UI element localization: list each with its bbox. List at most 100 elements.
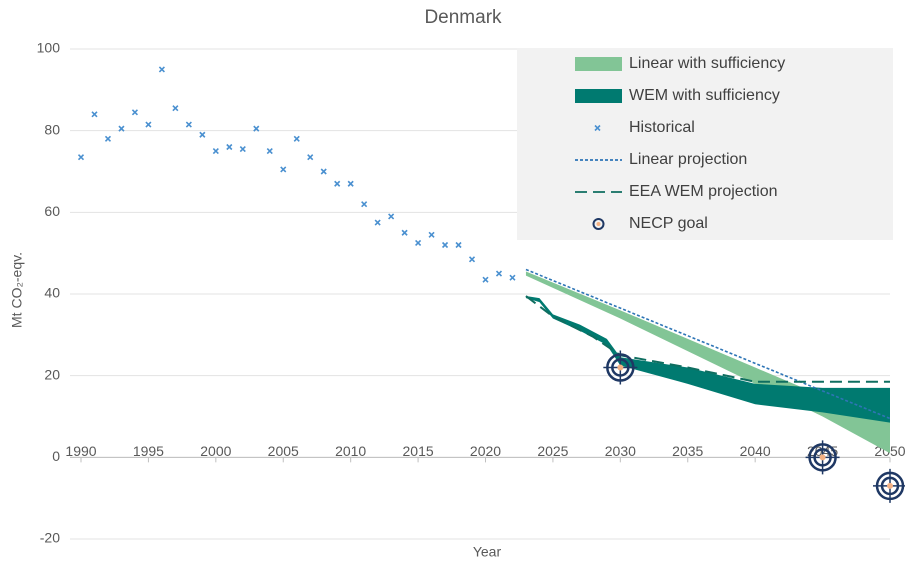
cross-marker	[307, 154, 314, 161]
y-tick-label: 80	[44, 121, 60, 137]
data-point	[320, 168, 327, 175]
legend-label: EEA WEM projection	[629, 183, 778, 200]
legend-box	[517, 48, 893, 240]
y-axis-label: Mt CO₂-eqv.	[9, 252, 25, 328]
goal-center	[819, 454, 826, 461]
chart-title: Denmark	[424, 7, 502, 28]
cross-marker	[131, 109, 138, 116]
x-tick-label: 2030	[605, 443, 636, 459]
cross-marker	[266, 148, 273, 155]
data-point	[388, 213, 395, 220]
cross-marker	[91, 111, 98, 118]
legend-label: Linear with sufficiency	[629, 55, 785, 72]
cross-marker	[158, 66, 165, 73]
data-point	[374, 219, 381, 226]
y-tick-label: -20	[40, 530, 60, 546]
cross-marker	[468, 256, 476, 263]
data-point	[185, 121, 192, 128]
data-point	[334, 180, 341, 187]
cross-marker	[334, 180, 341, 187]
x-tick-label: 2010	[335, 443, 366, 459]
data-point	[401, 229, 408, 236]
cross-marker	[239, 145, 246, 153]
cross-marker	[594, 124, 601, 132]
legend-label: Linear projection	[629, 151, 747, 168]
data-point	[307, 154, 314, 161]
x-axis-label: Year	[473, 544, 502, 560]
cross-marker	[415, 239, 422, 247]
data-point	[415, 239, 422, 247]
data-point	[253, 125, 260, 132]
data-point	[428, 231, 435, 238]
data-point	[361, 201, 368, 208]
cross-marker	[495, 270, 503, 277]
data-point	[212, 148, 219, 155]
x-tick-label: 1990	[65, 443, 96, 459]
x-tick-label: 2020	[470, 443, 501, 459]
data-point	[118, 125, 125, 132]
x-tick-label: 2000	[200, 443, 231, 459]
legend-swatch	[575, 57, 622, 71]
legend-swatch	[592, 218, 605, 230]
cross-marker	[253, 125, 260, 132]
cross-marker	[441, 241, 449, 249]
line	[525, 295, 890, 383]
legend: Linear with sufficiency WEM with sufficie…	[517, 48, 893, 240]
data-point	[239, 145, 246, 153]
cross-marker	[118, 125, 125, 132]
cross-marker	[455, 241, 462, 249]
goal-marker	[603, 350, 638, 385]
y-tick-label: 40	[44, 285, 60, 301]
cross-marker	[172, 105, 179, 112]
line	[525, 268, 891, 420]
data-point	[145, 121, 152, 128]
data-point	[91, 111, 98, 118]
x-tick-label: 2025	[537, 443, 568, 459]
data-point	[131, 109, 138, 116]
data-point	[199, 131, 206, 138]
x-tick-label: 1995	[133, 443, 164, 459]
cross-marker	[320, 168, 327, 175]
data-point	[226, 143, 233, 151]
cross-marker	[104, 135, 112, 142]
goal-center	[887, 482, 893, 489]
x-tick-label: 2040	[740, 443, 771, 459]
goal-center	[617, 364, 624, 371]
cross-marker	[428, 231, 435, 238]
legend-swatch	[596, 222, 601, 226]
band-area	[525, 271, 890, 454]
data-point	[158, 66, 165, 73]
cross-marker	[388, 213, 395, 220]
cross-marker	[77, 154, 85, 161]
cross-marker	[361, 201, 368, 208]
cross-marker	[199, 131, 206, 138]
legend-swatch	[575, 89, 622, 103]
data-point	[172, 105, 179, 112]
cross-marker	[212, 148, 219, 155]
data-point	[495, 270, 503, 277]
x-tick-label: 2035	[672, 443, 703, 459]
data-point	[455, 241, 462, 249]
data-point	[266, 148, 273, 155]
goal-marker	[873, 468, 905, 503]
legend-label: Historical	[629, 119, 695, 136]
cross-marker	[509, 274, 516, 281]
x-tick-label: 2015	[403, 443, 434, 459]
goal-marker	[805, 440, 840, 475]
y-tick-label: 0	[52, 448, 60, 464]
y-tick-label: 100	[37, 40, 61, 56]
data-point	[468, 256, 476, 263]
cross-marker	[280, 166, 287, 173]
cross-marker	[401, 229, 408, 236]
cross-marker	[145, 121, 152, 128]
legend-label: WEM with sufficiency	[629, 87, 780, 104]
data-point	[77, 154, 85, 161]
data-point	[441, 241, 449, 249]
legend-label: NECP goal	[629, 215, 708, 232]
data-point	[509, 274, 516, 281]
data-point	[104, 135, 112, 142]
data-point	[347, 180, 354, 187]
data-point	[482, 276, 489, 283]
cross-marker	[226, 143, 233, 151]
